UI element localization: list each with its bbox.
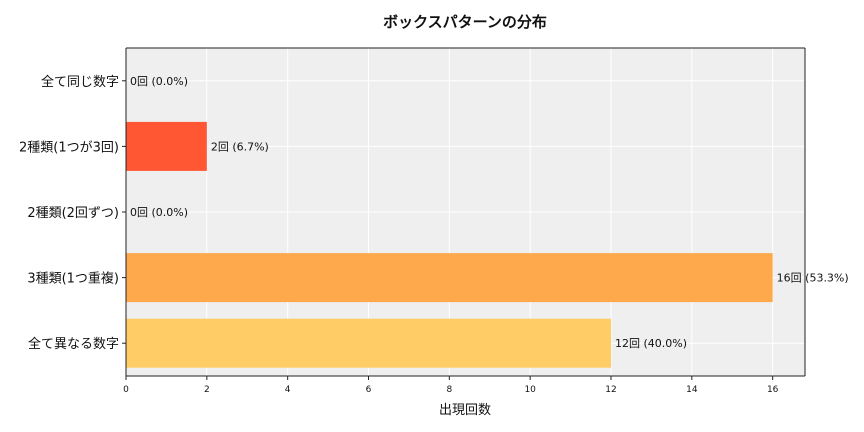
- chart-title: ボックスパターンの分布: [383, 13, 547, 31]
- bars: [126, 121, 773, 368]
- y-tick-label: 全て同じ数字: [41, 74, 119, 90]
- data-label: 12回 (40.0%): [615, 337, 687, 350]
- x-tick-label: 10: [524, 385, 536, 395]
- x-tick-label: 14: [686, 385, 698, 395]
- x-tick-label: 0: [123, 385, 129, 395]
- y-tick-labels: 全て同じ数字 2種類(1つが3回) 2種類(2回ずつ) 3種類(1つ重複) 全て異なる数…: [19, 74, 126, 352]
- x-tick-label: 12: [605, 385, 616, 395]
- y-tick-label: 2種類(1つが3回): [19, 139, 119, 155]
- x-tick-label: 2: [204, 385, 210, 395]
- y-tick-label: 2種類(2回ずつ): [27, 205, 119, 221]
- bar: [126, 121, 207, 171]
- x-tick-label: 4: [285, 385, 291, 395]
- x-tick-labels: 0 2 4 6 8 10 12 14 16: [123, 376, 779, 395]
- x-tick-label: 6: [366, 385, 372, 395]
- y-tick-label: 3種類(1つ重複): [27, 271, 119, 287]
- data-label: 2回 (6.7%): [211, 140, 269, 153]
- bar: [126, 253, 773, 303]
- data-label: 0回 (0.0%): [130, 75, 188, 88]
- bar: [126, 318, 611, 368]
- y-tick-label: 全て異なる数字: [28, 336, 119, 352]
- x-tick-label: 8: [446, 385, 452, 395]
- data-label: 0回 (0.0%): [130, 206, 188, 219]
- data-labels: 0回 (0.0%) 2回 (6.7%) 0回 (0.0%) 16回 (53.3%) 12…: [130, 75, 849, 350]
- data-label: 16回 (53.3%): [777, 272, 849, 285]
- x-tick-label: 16: [767, 385, 779, 395]
- x-axis-label: 出現回数: [439, 403, 491, 418]
